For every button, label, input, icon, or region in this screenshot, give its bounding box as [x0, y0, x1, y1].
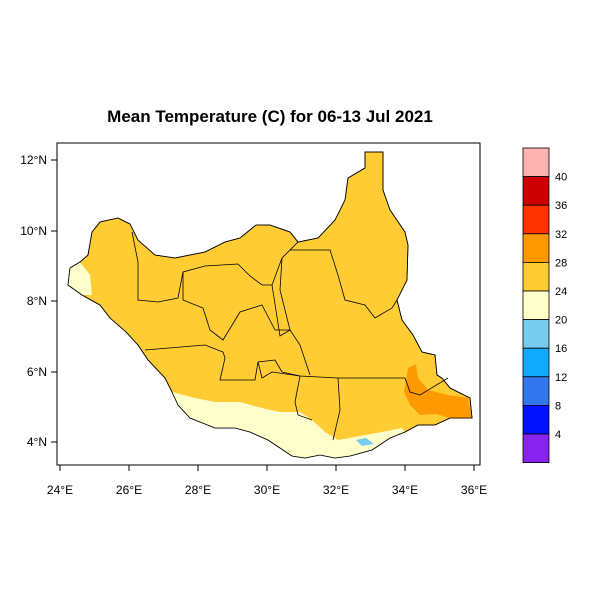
y-tick-label: 4°N [27, 435, 47, 449]
legend-swatch [522, 404, 550, 435]
legend-swatch [522, 433, 550, 464]
legend-label: 16 [555, 343, 567, 355]
state-boundaries [131, 231, 449, 441]
x-tick-label: 36°E [461, 483, 487, 497]
y-tick-label: 12°N [20, 153, 47, 167]
x-tick-label: 32°E [323, 483, 349, 497]
legend-swatch [522, 347, 550, 378]
x-tick-label: 24°E [47, 483, 73, 497]
y-tick-label: 10°N [20, 224, 47, 238]
y-tick-label: 8°N [27, 294, 47, 308]
x-tick-label: 34°E [392, 483, 418, 497]
legend-swatch [522, 147, 550, 178]
country-outline [67, 151, 473, 459]
y-axis [51, 159, 57, 443]
map-title: Mean Temperature (C) for 06-13 Jul 2021 [107, 107, 433, 126]
cool-south-area [172, 392, 405, 458]
legend-label: 24 [555, 286, 567, 298]
legend-swatch [522, 176, 550, 206]
x-tick-label: 26°E [116, 483, 142, 497]
x-axis [59, 465, 475, 471]
legend-label: 32 [555, 229, 567, 241]
legend-colorbar [522, 147, 550, 464]
legend-label: 20 [555, 315, 567, 327]
cool-west-area [68, 262, 92, 295]
legend-label: 12 [555, 372, 567, 384]
legend-swatch [522, 261, 550, 292]
legend-label: 40 [555, 172, 567, 184]
legend-label: 8 [555, 400, 561, 412]
x-tick-label: 28°E [185, 483, 211, 497]
legend-swatch [522, 376, 550, 406]
legend-labels: 40 36 32 28 24 20 16 12 8 4 [555, 172, 567, 441]
warm-southeast-area [404, 364, 472, 418]
legend-swatch [522, 319, 550, 349]
legend-label: 4 [555, 429, 561, 441]
legend-swatch [522, 290, 550, 321]
legend-swatch [522, 204, 550, 235]
legend-swatch [522, 233, 550, 263]
x-tick-label: 30°E [254, 483, 280, 497]
legend-label: 28 [555, 257, 567, 269]
y-tick-label: 6°N [27, 365, 47, 379]
legend-label: 36 [555, 200, 567, 212]
cold-spot [356, 438, 374, 446]
